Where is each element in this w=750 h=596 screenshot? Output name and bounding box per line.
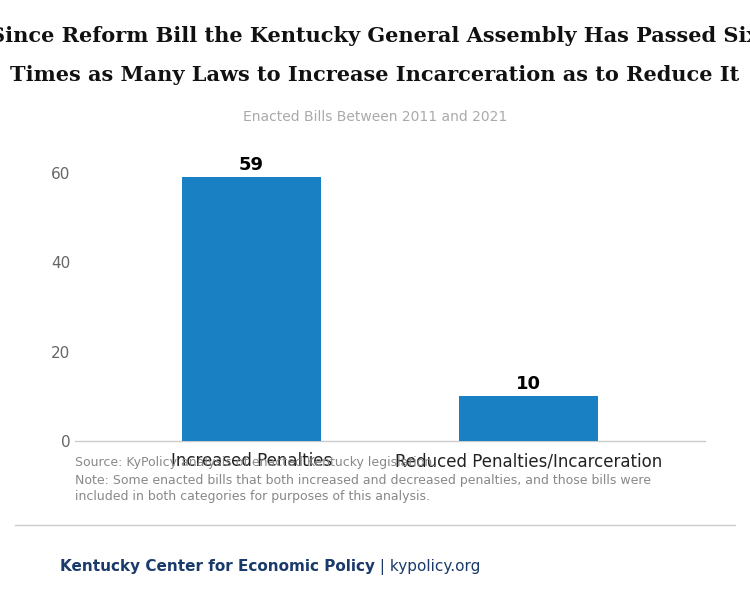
Text: Kentucky Center for Economic Policy: Kentucky Center for Economic Policy (60, 559, 375, 574)
Text: Note: Some enacted bills that both increased and decreased penalties, and those : Note: Some enacted bills that both incre… (75, 474, 651, 487)
Text: Since Reform Bill the Kentucky General Assembly Has Passed Six: Since Reform Bill the Kentucky General A… (0, 26, 750, 46)
Text: Times as Many Laws to Increase Incarceration as to Reduce It: Times as Many Laws to Increase Incarcera… (10, 64, 740, 85)
Text: 59: 59 (239, 156, 264, 174)
Text: included in both categories for purposes of this analysis.: included in both categories for purposes… (75, 490, 430, 503)
Text: Source: KyPolicy analysis of enacted Kentucky legislation.: Source: KyPolicy analysis of enacted Ken… (75, 456, 436, 469)
Text: | kypolicy.org: | kypolicy.org (375, 558, 480, 575)
Text: Enacted Bills Between 2011 and 2021: Enacted Bills Between 2011 and 2021 (243, 110, 507, 124)
Bar (182, 178, 321, 441)
Text: 10: 10 (516, 375, 541, 393)
Bar (459, 396, 598, 441)
